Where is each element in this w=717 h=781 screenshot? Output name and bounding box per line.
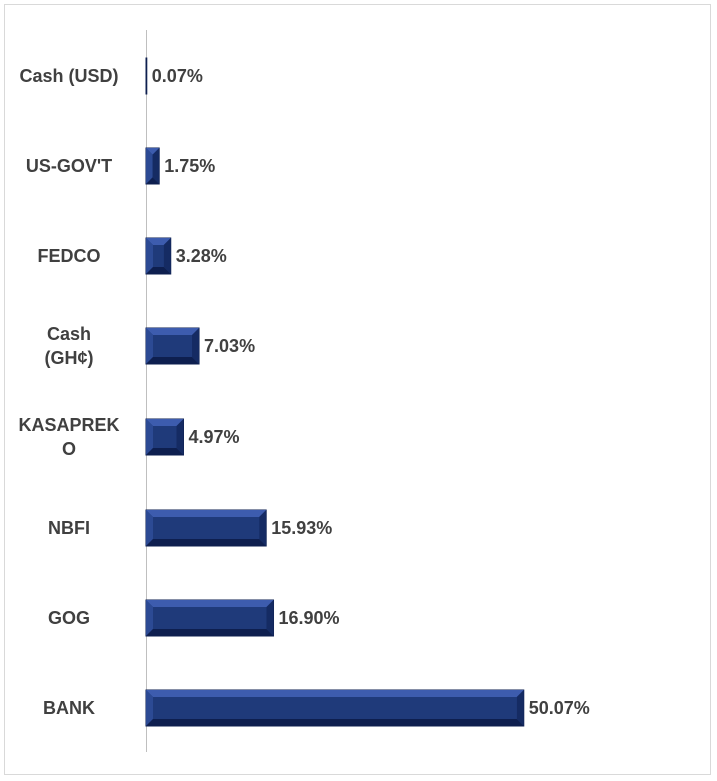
bar-bevel-bottom [146,357,200,364]
category-tick-line: US-GOV'T [26,156,112,176]
bar-bevel-left [146,328,153,364]
bar-bevel-bottom [146,177,160,184]
bar-bevel-top [146,238,171,245]
bar-bevel-bottom [146,719,524,726]
bar-bevel-right [192,328,200,364]
category-tick-line: GOG [48,608,90,628]
bar-bevel-right [516,690,524,726]
bar-bevel-right [152,148,160,184]
bar-bevel-top [146,600,274,607]
bar [145,418,184,456]
labels-layer: 0.07% Cash (USD) 1.75% US-GOV'T 3.28% FEDCO 7.… [18,66,589,718]
bar-bevel-top [146,419,184,426]
bar-bevel-top [146,690,524,697]
data-label: 15.93% [271,518,332,538]
category-tick-label: BANK [43,698,95,718]
category-tick-label: FEDCO [38,246,101,266]
category-tick-label: US-GOV'T [26,156,112,176]
data-label: 0.07% [152,66,203,86]
chart-frame [4,4,711,775]
category-tick-line: O [62,439,76,459]
bar [145,237,172,275]
bar-face [153,607,267,629]
bar-face [153,426,177,448]
bar-bevel-left [146,690,153,726]
bar [145,689,525,727]
bar-face [153,697,517,719]
bar-bevel-left [146,600,153,636]
category-tick-label: Cash (GH¢) [45,324,94,368]
bars-layer [145,57,525,727]
bar [145,599,275,637]
category-tick-label: GOG [48,608,90,628]
category-tick-line: FEDCO [38,246,101,266]
category-tick-label: Cash (USD) [19,66,118,86]
category-tick-line: Cash [47,324,91,344]
category-tick-line: NBFI [48,518,90,538]
category-tick-line: Cash (USD) [19,66,118,86]
bar-bevel-left [146,148,153,184]
bar-bevel-bottom [146,267,171,274]
data-label: 3.28% [176,246,227,266]
category-tick-label: KASAPREK O [18,415,119,459]
bar-face [153,517,260,539]
bar-bevel-top [146,510,267,517]
bar-bevel-right [176,419,184,455]
bar [145,147,160,185]
data-label: 50.07% [529,698,590,718]
bar [145,327,200,365]
category-tick-line: (GH¢) [45,348,94,368]
bar-bevel-right [266,600,274,636]
data-label: 16.90% [279,608,340,628]
bar-face [153,335,193,357]
bar-bevel-left [146,238,153,274]
category-tick-line: BANK [43,698,95,718]
bar-bevel-right [163,238,171,274]
bar-face [153,245,164,267]
bar-bevel-bottom [146,629,274,636]
category-tick-line: KASAPREK [18,415,119,435]
category-tick-label: NBFI [48,518,90,538]
bar-bevel-left [146,510,153,546]
data-label: 7.03% [204,336,255,356]
bar [145,57,148,95]
bar-bevel-bottom [146,448,184,455]
data-label: 4.97% [188,427,239,447]
bar [145,509,267,547]
data-label: 1.75% [164,156,215,176]
bar-bevel-right [259,510,267,546]
bar-bevel-bottom [146,539,267,546]
bar-body [145,57,148,95]
bar-bevel-left [146,419,153,455]
bar-bevel-top [146,328,200,335]
bar-bevel-top [146,148,160,155]
